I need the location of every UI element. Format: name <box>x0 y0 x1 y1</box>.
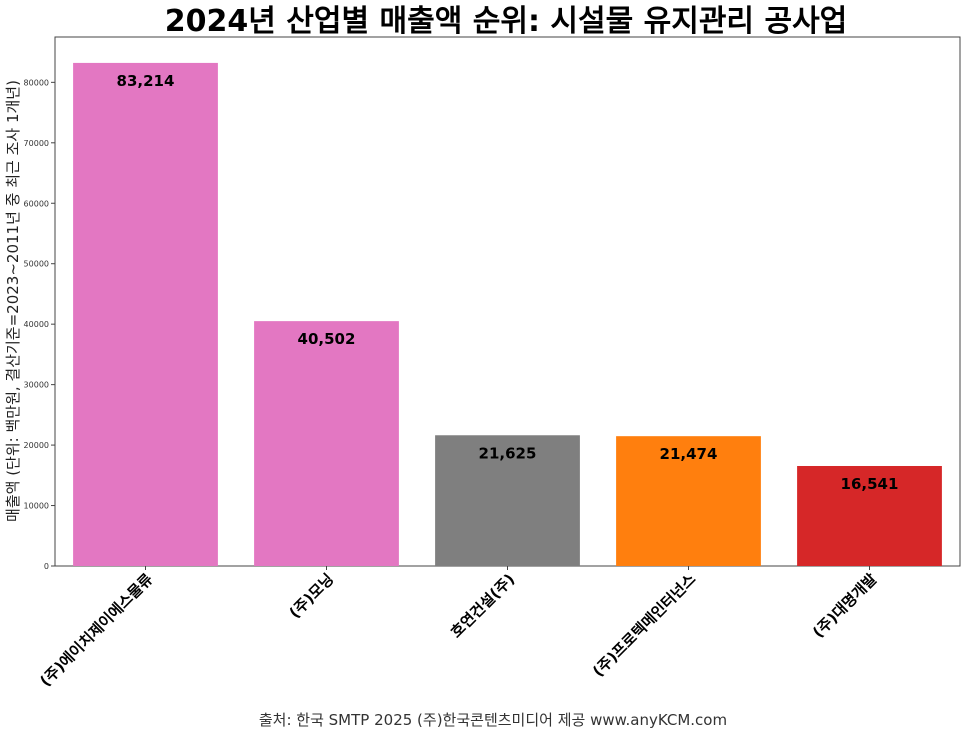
x-tick-label: (주)에이치제이에스물류 <box>36 570 156 690</box>
y-tick-label: 0 <box>44 562 49 571</box>
bars-group: 83,214 40,502 21,625 21,474 16,541 <box>73 62 942 567</box>
y-tick-label: 80000 <box>24 78 49 87</box>
bar <box>616 436 761 566</box>
y-axis: 0 10000 20000 30000 40000 50000 60000 70000 8000… <box>24 78 55 571</box>
y-tick-label: 30000 <box>24 381 49 390</box>
y-axis-label: 매출액 (단위: 백만원, 결산기준=2023~2011년 중 최근 조사 1개… <box>4 80 22 522</box>
bar <box>797 465 942 566</box>
bar-value-label: 83,214 <box>117 72 175 90</box>
bar <box>254 321 399 566</box>
y-tick-label: 60000 <box>24 199 49 208</box>
x-tick-label: (주)모닝 <box>286 570 338 622</box>
chart-title: 2024년 산업별 매출액 순위: 시설물 유지관리 공사업 <box>165 4 848 39</box>
bar <box>435 435 580 566</box>
y-tick-label: 70000 <box>24 139 49 148</box>
y-tick-label: 50000 <box>24 260 49 269</box>
x-tick-label: 호연건설(주) <box>447 570 518 641</box>
x-tick-label: (주)대명개발 <box>809 570 880 641</box>
bar-value-label: 40,502 <box>298 330 356 348</box>
y-tick-label: 20000 <box>24 441 49 450</box>
bar-value-label: 21,625 <box>479 444 537 462</box>
y-tick-label: 40000 <box>24 320 49 329</box>
x-tick-label: (주)프로텍메인터넌스 <box>589 570 699 680</box>
bar-value-label: 16,541 <box>841 475 899 493</box>
y-tick-label: 10000 <box>24 502 49 511</box>
x-axis: (주)에이치제이에스물류 (주)모닝 호연건설(주) (주)프로텍메인터넌스 (주)대명… <box>36 566 880 690</box>
source-note: 출처: 한국 SMTP 2025 (주)한국콘텐츠미디어 제공 www.anyK… <box>259 711 727 729</box>
bar <box>73 62 218 567</box>
bar-value-label: 21,474 <box>660 445 718 463</box>
